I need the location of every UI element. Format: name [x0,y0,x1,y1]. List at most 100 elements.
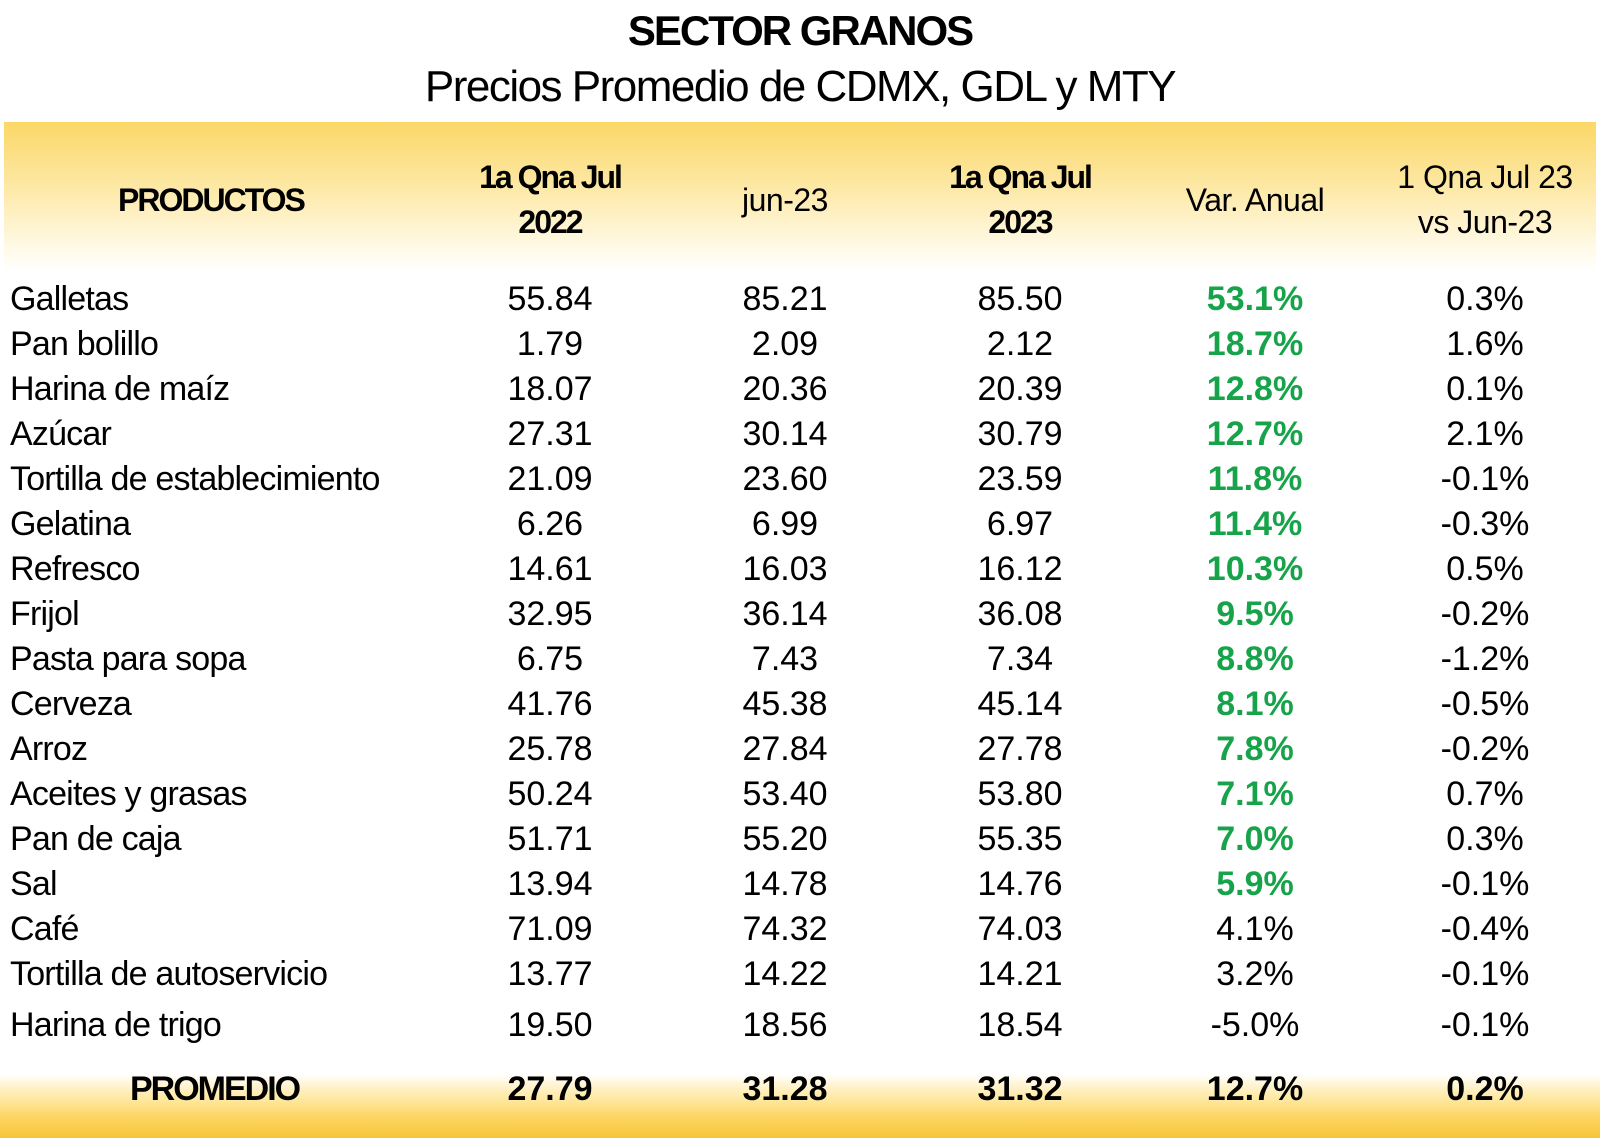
row-producto: Café [10,910,79,948]
table-row: Refresco 14.61 16.03 16.12 10.3% 0.5% [0,546,1600,592]
row-producto: Galletas [10,280,129,318]
row-producto: Tortilla de establecimiento [10,460,380,498]
table-row: Aceites y grasas 50.24 53.40 53.80 7.1% 0.7% [0,771,1600,817]
row-var-mensual: 0.3% [1446,820,1524,858]
row-jul22: 13.77 [507,955,593,993]
row-jul23: 14.76 [977,865,1063,903]
row-jul23: 30.79 [977,415,1063,453]
row-jun23: 30.14 [742,415,828,453]
row-jul22: 32.95 [507,595,593,633]
row-producto: Refresco [10,550,140,588]
row-jul23: 55.35 [977,820,1063,858]
row-jul23: 2.12 [986,325,1054,363]
row-var-anual: 9.5% [1216,595,1294,633]
column-header-jun-23: jun-23 [742,181,828,218]
row-var-mensual: 0.3% [1446,280,1524,318]
row-var-anual: 10.3% [1206,550,1304,588]
total-jun23: 31.28 [742,1070,828,1108]
total-label: PROMEDIO [130,1070,301,1108]
row-producto: Aceites y grasas [10,775,247,813]
table-total-row: PROMEDIO 27.79 31.28 31.32 12.7% 0.2% [0,1066,1600,1112]
row-jun23: 6.99 [751,505,819,543]
page-subtitle: Precios Promedio de CDMX, GDL y MTY [424,62,1177,111]
row-jul22: 14.61 [507,550,593,588]
table-row: Arroz 25.78 27.84 27.78 7.8% -0.2% [0,726,1600,772]
row-var-anual: 7.8% [1216,730,1294,768]
row-jul22: 6.75 [516,640,584,678]
row-jul22: 27.31 [507,415,593,453]
row-var-anual: 53.1% [1206,280,1304,318]
row-var-mensual: -0.3% [1440,505,1530,543]
row-jul23: 6.97 [986,505,1054,543]
row-jul23: 27.78 [977,730,1063,768]
row-var-mensual: -0.1% [1440,460,1530,498]
row-producto: Frijol [10,595,80,633]
row-jun23: 2.09 [751,325,819,363]
row-jun23: 74.32 [742,910,828,948]
row-jul22: 71.09 [507,910,593,948]
row-producto: Cerveza [10,685,132,723]
row-jul22: 51.71 [507,820,593,858]
row-jul22: 21.09 [507,460,593,498]
total-jul22: 27.79 [507,1070,593,1108]
row-var-mensual: -0.2% [1440,730,1530,768]
row-jul22: 19.50 [507,1006,593,1044]
row-jun23: 18.56 [742,1006,828,1044]
row-var-anual: 11.8% [1207,460,1303,498]
column-header-jul-2022: 1a Qna Jul 2022 [479,159,623,240]
row-jun23: 55.20 [742,820,828,858]
row-jul23: 53.80 [977,775,1063,813]
table-row: Tortilla de establecimiento 21.09 23.60 23.… [0,456,1600,502]
row-var-mensual: 0.7% [1446,775,1524,813]
row-jul23: 85.50 [977,280,1063,318]
row-var-mensual: 2.1% [1446,415,1524,453]
row-jul23: 18.54 [977,1006,1063,1044]
row-jul23: 14.21 [977,955,1063,993]
row-producto: Azúcar [10,415,112,453]
total-jul23: 31.32 [977,1070,1063,1108]
row-jul23: 16.12 [977,550,1063,588]
row-producto: Tortilla de autoservicio [10,955,328,993]
row-jun23: 23.60 [742,460,828,498]
row-var-mensual: -0.1% [1440,865,1530,903]
column-header-var-anual: Var. Anual [1185,181,1325,218]
column-header-var-mensual: 1 Qna Jul 23 vs Jun-23 [1397,159,1573,240]
table-row: Pasta para sopa 6.75 7.43 7.34 8.8% -1.2% [0,636,1600,682]
table-row: Café 71.09 74.32 74.03 4.1% -0.4% [0,906,1600,952]
row-var-mensual: -0.1% [1440,1006,1530,1044]
row-jul22: 1.79 [516,325,584,363]
row-jun23: 85.21 [742,280,828,318]
row-producto: Pan de caja [10,820,182,858]
row-var-anual: 7.0% [1216,820,1294,858]
row-jul22: 25.78 [507,730,593,768]
row-jun23: 20.36 [742,370,828,408]
row-var-mensual: -0.2% [1440,595,1530,633]
row-jul23: 20.39 [977,370,1063,408]
row-producto: Gelatina [10,505,131,543]
table-row: Harina de trigo 19.50 18.56 18.54 -5.0% -0.1% [0,1002,1600,1048]
row-producto: Pan bolillo [10,325,159,363]
row-producto: Sal [10,865,58,903]
row-var-anual: 4.1% [1216,910,1294,948]
table-row: Cerveza 41.76 45.38 45.14 8.1% -0.5% [0,681,1600,727]
row-jul22: 50.24 [507,775,593,813]
row-jun23: 36.14 [742,595,828,633]
row-jul23: 23.59 [977,460,1063,498]
row-jul22: 55.84 [507,280,593,318]
column-header-productos: PRODUCTOS [118,181,306,218]
table-row: Azúcar 27.31 30.14 30.79 12.7% 2.1% [0,411,1600,457]
row-var-anual: 11.4% [1207,505,1303,543]
row-jun23: 14.22 [742,955,828,993]
table-row: Sal 13.94 14.78 14.76 5.9% -0.1% [0,861,1600,907]
row-jul23: 74.03 [977,910,1063,948]
page-title: SECTOR GRANOS [627,7,974,54]
row-var-anual: 8.1% [1216,685,1294,723]
row-var-anual: 5.9% [1216,865,1294,903]
row-var-anual: 3.2% [1216,955,1294,993]
row-var-anual: 7.1% [1216,775,1294,813]
row-var-mensual: -0.4% [1440,910,1530,948]
row-producto: Harina de maíz [10,370,230,408]
row-producto: Arroz [10,730,88,768]
row-var-mensual: -1.2% [1440,640,1530,678]
total-var-anual: 12.7% [1206,1070,1304,1108]
